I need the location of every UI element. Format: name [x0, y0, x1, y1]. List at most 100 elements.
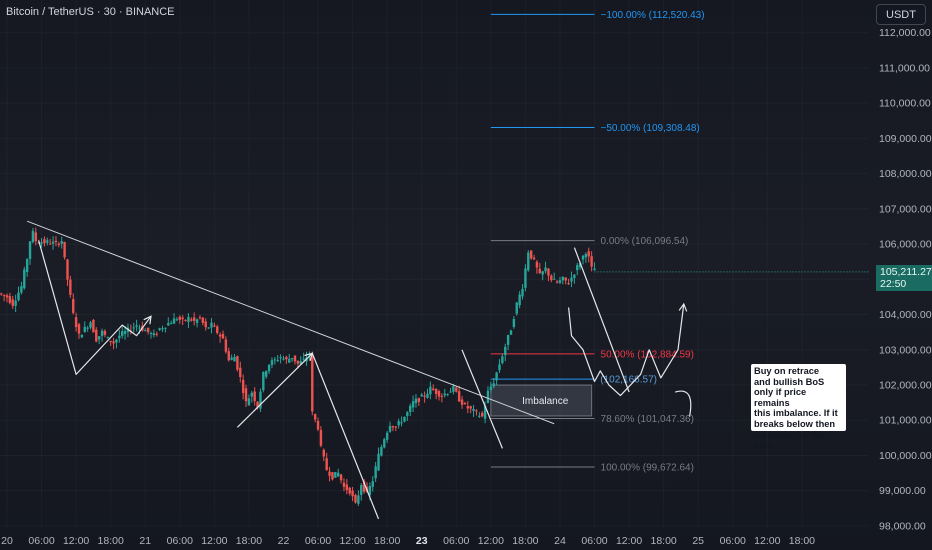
candle-body: [406, 412, 409, 416]
candle: [345, 479, 349, 495]
candle-body: [253, 391, 256, 402]
candle: [167, 317, 170, 327]
candle: [2, 294, 6, 302]
x-tick-label: 18:00: [98, 535, 124, 547]
candles: [0, 227, 596, 506]
candle: [512, 315, 516, 329]
symbol-title: Bitcoin / TetherUS · 30 · BINANCE: [6, 6, 175, 18]
candle-body: [481, 412, 484, 417]
candle: [455, 386, 458, 393]
candle-body: [74, 317, 78, 328]
note-line: we abandon the idea.: [754, 429, 825, 451]
candle: [169, 320, 173, 325]
x-tick-label: 18:00: [512, 535, 538, 547]
candle-body: [325, 458, 328, 471]
candle-body: [380, 446, 383, 456]
candle: [23, 266, 26, 290]
fib-level-label: 100.00% (99,672.64): [601, 462, 694, 473]
y-tick-label: 108,000.00: [879, 168, 932, 180]
candle-body: [265, 371, 268, 377]
x-tick-label: 22: [278, 535, 290, 547]
candle: [132, 322, 135, 333]
drawing-zigzag: [236, 352, 313, 428]
candle: [86, 325, 89, 332]
x-tick-label: 06:00: [305, 535, 331, 547]
candle-body: [161, 328, 164, 330]
candle-body: [103, 330, 107, 335]
x-tick-label: 06:00: [720, 535, 746, 547]
candle: [8, 292, 12, 305]
candle: [334, 471, 337, 478]
candle-body: [17, 292, 20, 301]
candle: [135, 319, 138, 332]
candle: [221, 330, 225, 339]
x-tick-label: 18:00: [374, 535, 400, 547]
currency-button[interactable]: USDT: [876, 4, 926, 25]
candle-body: [224, 339, 228, 352]
x-tick-label: 12:00: [201, 535, 227, 547]
candle-body: [345, 484, 349, 491]
candle: [469, 405, 472, 414]
candle-body: [544, 267, 547, 272]
candle: [285, 355, 288, 364]
candle: [446, 393, 449, 397]
drawing-zigzag: [38, 240, 152, 375]
candle-body: [210, 322, 213, 328]
candle: [492, 377, 495, 389]
candle: [31, 227, 35, 244]
candle-body: [394, 426, 397, 428]
candle: [230, 354, 233, 361]
candle-body: [550, 275, 553, 281]
candle: [155, 331, 158, 337]
candle-body: [207, 327, 210, 329]
candle: [420, 392, 423, 397]
candle-body: [397, 421, 400, 426]
candle-body: [576, 265, 579, 271]
candle-body: [385, 432, 389, 440]
candle-body: [60, 241, 63, 244]
candle: [391, 425, 395, 432]
candle-body: [383, 439, 386, 448]
candle-body: [181, 317, 184, 320]
candle-body: [259, 391, 262, 409]
candle-body: [391, 426, 395, 428]
candle-body: [561, 276, 565, 281]
candle: [28, 240, 32, 265]
candle-body: [11, 299, 14, 306]
candle-body: [501, 356, 504, 364]
candle-body: [201, 317, 205, 323]
candle: [521, 284, 524, 300]
note-line: this imbalance. If it: [754, 408, 838, 419]
x-tick-label: 12:00: [339, 535, 365, 547]
candle-body: [316, 420, 320, 430]
trendline: [26, 220, 555, 425]
candle-body: [233, 356, 236, 362]
candle: [89, 320, 92, 330]
candle-body: [290, 358, 294, 360]
candle: [558, 276, 562, 285]
candle: [181, 315, 184, 326]
x-tick-label: 06:00: [167, 535, 193, 547]
candle: [357, 490, 360, 506]
candle-body: [106, 337, 109, 339]
candle: [265, 370, 268, 379]
candle: [495, 371, 498, 386]
candle: [590, 251, 593, 272]
x-tick-label: 18:00: [789, 535, 815, 547]
candle: [17, 286, 20, 302]
candle: [449, 387, 452, 393]
candle-body: [190, 319, 193, 321]
candle: [561, 276, 565, 285]
candle-body: [2, 294, 6, 296]
candle: [524, 264, 527, 292]
candle-body: [351, 490, 354, 497]
candle-body: [469, 406, 472, 409]
candle: [486, 386, 490, 404]
candle: [11, 295, 14, 309]
candle-body: [504, 346, 507, 356]
candle-body: [112, 341, 115, 344]
candle: [198, 315, 202, 320]
candle-body: [547, 268, 550, 276]
candle: [83, 321, 86, 333]
